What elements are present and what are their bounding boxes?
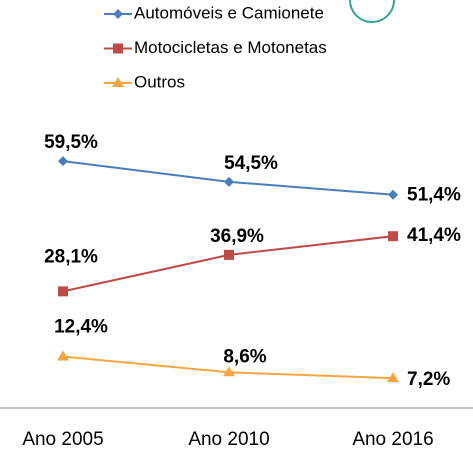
marker (58, 286, 68, 297)
marker (58, 156, 68, 167)
marker (388, 231, 398, 242)
value-label: 41,4% (407, 225, 461, 246)
value-label: 12,4% (54, 317, 108, 338)
legend-label: Automóveis e Camionete (134, 3, 324, 22)
marker (112, 77, 124, 87)
marker (388, 189, 398, 200)
value-label: 51,4% (407, 185, 461, 206)
marker (224, 176, 234, 187)
marker (387, 372, 399, 383)
marker (57, 350, 69, 361)
marker (113, 9, 123, 19)
x-tick-label: Ano 2005 (22, 429, 103, 450)
value-label: 54,5% (224, 153, 278, 174)
marker (113, 43, 123, 54)
value-label: 8,6% (223, 346, 266, 367)
x-tick-label: Ano 2016 (352, 429, 433, 450)
logo-fragment (349, 0, 395, 23)
value-label: 59,5% (44, 132, 98, 153)
legend-label: Outros (134, 72, 185, 91)
value-label: 28,1% (44, 246, 98, 267)
marker (224, 249, 234, 260)
marker (223, 366, 235, 377)
legend-label: Motocicletas e Motonetas (134, 38, 327, 57)
x-tick-label: Ano 2010 (188, 429, 269, 450)
value-label: 7,2% (407, 369, 450, 390)
value-label: 36,9% (210, 226, 264, 247)
